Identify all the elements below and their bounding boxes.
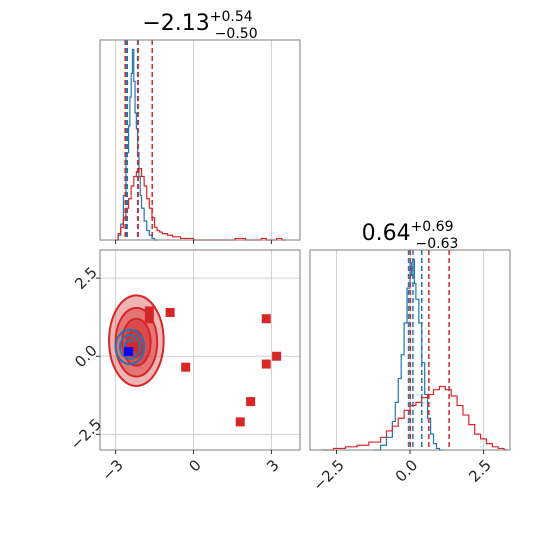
hist-p2-ticks: −2.5 0.0 2.5 (309, 450, 495, 495)
blue-square-point (124, 347, 134, 357)
blue-contour-1 (119, 334, 141, 360)
x-tick-label: −3 (99, 456, 127, 484)
title-p2: 0.64+0.69 −0.63 (362, 219, 459, 252)
hist-p2-series (321, 250, 509, 451)
scatter-contours (108, 294, 165, 387)
y-tick-label: 2.5 (71, 263, 101, 293)
title-p1-value: −2.13 (142, 11, 209, 36)
hist-p1-ticks (115, 240, 272, 244)
scatter-ticks: −3 0 3−2.50.02.5 (67, 263, 283, 484)
red-square-point (181, 362, 191, 372)
title-p1: −2.13+0.54 −0.50 (142, 9, 257, 42)
red-square-point (129, 342, 139, 352)
scatter-frame (99, 249, 301, 451)
hist-p1-frame (99, 39, 301, 241)
title-p1-lower: −0.50 (215, 26, 258, 42)
histogram-step-series-1 (321, 385, 509, 451)
y-tick-label: 0.0 (71, 341, 101, 371)
x-tick-label: 0.0 (392, 456, 422, 486)
histogram-step-series-1 (115, 167, 286, 241)
blue-contour-0 (114, 328, 146, 366)
title-p2-value: 0.64 (362, 221, 411, 246)
red-square-point (165, 308, 175, 317)
title-p2-upper: +0.69 (411, 219, 454, 235)
scatter-points (124, 306, 282, 427)
red-square-point (144, 314, 154, 324)
x-tick-label: −2.5 (309, 456, 347, 494)
red-square-point (235, 417, 245, 427)
title-p2-lower: −0.63 (415, 236, 458, 252)
x-tick-label: 2.5 (465, 456, 495, 486)
red-square-point (261, 314, 271, 324)
contour-scatter-panel: −3 0 3−2.50.02.5 (67, 249, 301, 484)
histogram-panel-p1: −2.13+0.54 −0.50 (99, 9, 301, 244)
x-tick-label: 3 (263, 456, 282, 475)
red-square-point (246, 397, 256, 407)
red-square-point (272, 351, 282, 361)
red-square-point (261, 359, 271, 369)
hist-p1-series (115, 40, 286, 241)
hist-p1-grid (115, 40, 272, 240)
histogram-panel-p2: −2.5 0.0 2.5 0.64+0.69 −0.63 (309, 219, 511, 495)
red-square-point (144, 306, 154, 316)
title-p1-upper: +0.54 (210, 9, 253, 25)
x-tick-label: 0 (185, 456, 204, 475)
